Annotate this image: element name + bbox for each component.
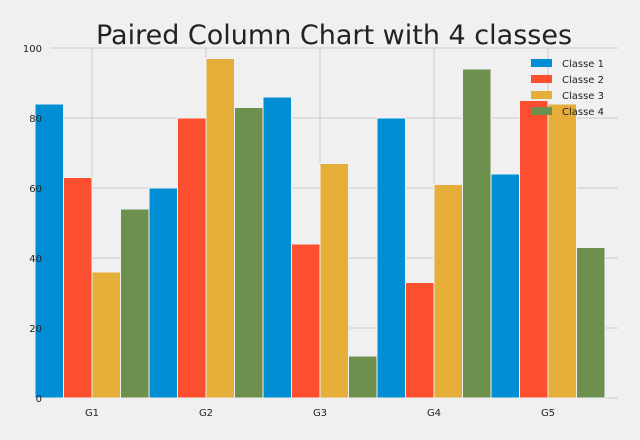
y-tick-label: 40 [29,254,42,265]
bar-G2-classe-3 [205,58,235,399]
legend-label: Classe 1 [562,59,604,70]
x-tick-label: G5 [541,408,555,419]
legend-label: Classe 2 [562,75,604,86]
bar-G4-classe-3 [433,184,463,399]
bar-G1-classe-1 [34,103,64,399]
y-tick-label: 60 [29,184,42,195]
bar-G5-classe-2 [519,100,549,399]
legend-swatch [531,91,552,99]
bar-G2-classe-1 [148,187,178,399]
bar-G3-classe-4 [348,355,378,399]
x-tick-label: G4 [427,408,441,419]
bar-G2-classe-4 [234,107,264,399]
bar-G3-classe-3 [319,163,349,399]
y-tick-label: 0 [36,394,42,405]
chart-title: Paired Column Chart with 4 classes [96,20,572,51]
y-tick-label: 20 [29,324,42,335]
legend-swatch [531,75,552,83]
bar-G3-classe-1 [262,96,292,399]
y-tick-label: 100 [23,44,42,55]
legend-label: Classe 3 [562,91,604,102]
bar-G4-classe-2 [405,282,435,399]
bar-G4-classe-4 [462,68,492,399]
legend-swatch [531,107,552,115]
bar-G4-classe-1 [376,117,406,399]
bars [34,58,606,399]
bar-G1-classe-4 [120,208,150,399]
bar-G1-classe-2 [63,177,93,399]
legend-swatch [531,59,552,67]
bar-G5-classe-1 [490,173,520,399]
bar-G1-classe-3 [91,271,121,399]
bar-G2-classe-2 [177,117,207,399]
y-tick-label: 80 [29,114,42,125]
bar-G3-classe-2 [291,243,321,399]
legend-label: Classe 4 [562,107,604,118]
x-tick-label: G3 [313,408,327,419]
x-axis-ticks: G1 G2 G3 G4 G5 [85,408,555,419]
bar-G5-classe-4 [576,247,606,399]
x-tick-label: G1 [85,408,99,419]
x-tick-label: G2 [199,408,213,419]
y-axis-ticks: 0 20 40 60 80 100 [23,44,42,405]
bar-G5-classe-3 [547,103,577,399]
legend: Classe 1 Classe 2 Classe 3 Classe 4 [531,59,604,118]
